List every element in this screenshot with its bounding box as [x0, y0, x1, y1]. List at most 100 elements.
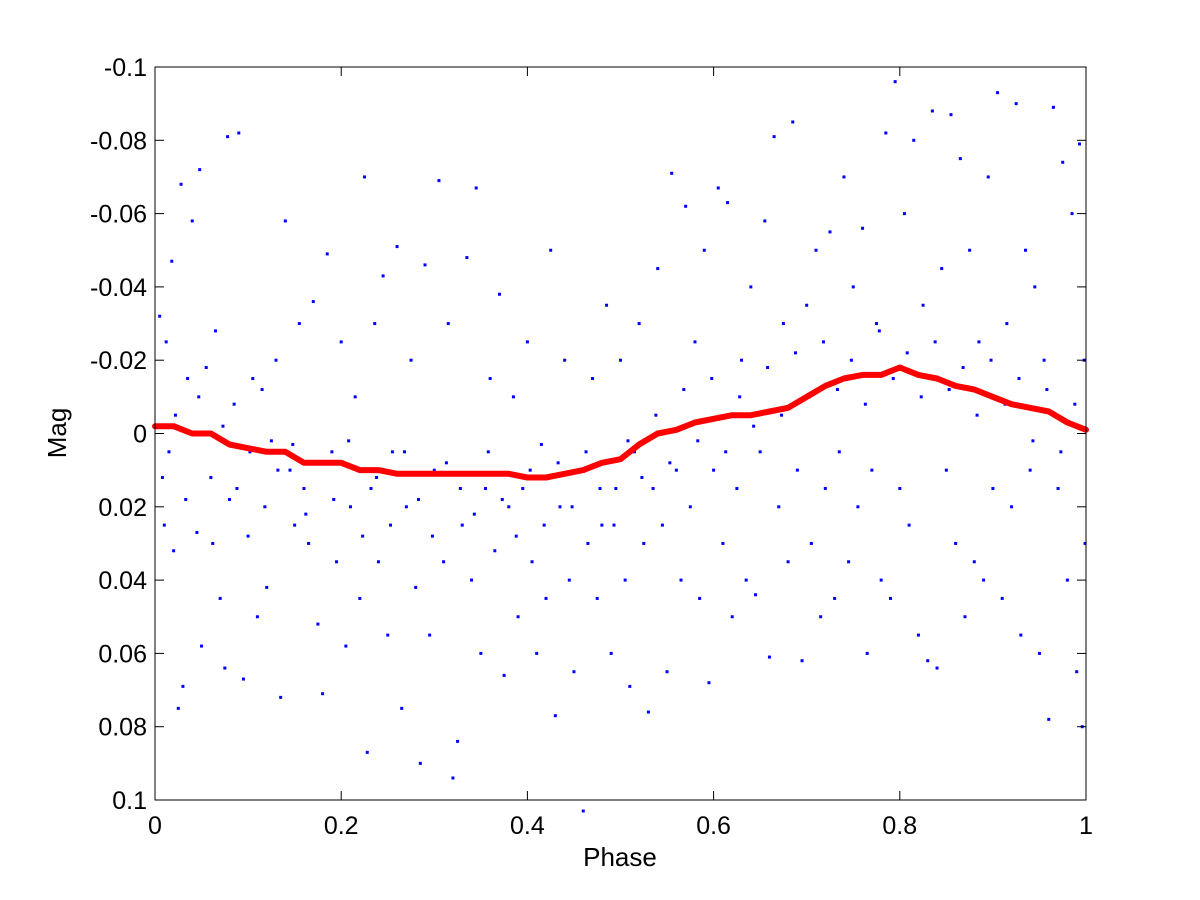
scatter-point	[335, 560, 339, 564]
scatter-point	[179, 182, 183, 186]
scatter-point	[530, 560, 534, 564]
scatter-point	[847, 560, 851, 564]
scatter-point	[235, 486, 239, 490]
scatter-point	[1014, 102, 1018, 106]
scatter-point	[612, 523, 616, 527]
scatter-point	[195, 530, 199, 534]
scatter-point	[176, 706, 180, 710]
scatter-point	[958, 157, 962, 161]
scatter-point	[1019, 633, 1023, 637]
scatter-point	[158, 314, 162, 318]
scatter-point	[160, 475, 164, 479]
scatter-point	[674, 468, 678, 472]
scatter-point	[173, 413, 177, 417]
scatter-point	[432, 468, 436, 472]
scatter-point	[1065, 578, 1069, 582]
y-tick-label: -0.06	[90, 201, 147, 229]
scatter-point	[381, 274, 385, 278]
scatter-point	[637, 322, 641, 326]
y-tick-label: 0.04	[98, 567, 147, 595]
y-axis-label: Mag	[42, 408, 72, 459]
scatter-point	[572, 670, 576, 674]
scatter-point	[437, 179, 441, 183]
scatter-point	[837, 450, 841, 454]
scatter-point	[884, 131, 888, 135]
scatter-point	[651, 486, 655, 490]
scatter-point	[781, 322, 785, 326]
scatter-point	[428, 633, 432, 637]
scatter-point	[823, 486, 827, 490]
scatter-point	[835, 388, 839, 392]
scatter-point	[679, 578, 683, 582]
scatter-point	[819, 615, 823, 619]
scatter-point	[926, 659, 930, 663]
scatter-point	[162, 523, 166, 527]
scatter-point	[1051, 105, 1055, 109]
scatter-point	[849, 358, 853, 362]
scatter-point	[190, 219, 194, 223]
scatter-point	[947, 388, 951, 392]
scatter-point	[595, 596, 599, 600]
scatter-point	[528, 468, 532, 472]
scatter-point	[353, 395, 357, 399]
scatter-point	[1023, 248, 1027, 252]
scatter-point	[805, 303, 809, 307]
y-tick-label: -0.1	[104, 54, 147, 82]
scatter-point	[486, 450, 490, 454]
scatter-point	[521, 486, 525, 490]
scatter-point	[456, 739, 460, 743]
scatter-point	[553, 714, 557, 718]
scatter-point	[712, 468, 716, 472]
scatter-point	[349, 505, 353, 509]
scatter-point	[800, 659, 804, 663]
scatter-point	[269, 439, 273, 443]
scatter-point	[772, 135, 776, 139]
scatter-point	[291, 442, 295, 446]
scatter-point	[311, 300, 315, 304]
scatter-point	[721, 541, 725, 545]
y-tick-label: 0.08	[98, 714, 147, 742]
scatter-point	[726, 201, 730, 205]
x-tick-label: 0	[148, 812, 162, 840]
scatter-point	[197, 395, 201, 399]
scatter-point	[497, 292, 501, 296]
scatter-point	[389, 523, 393, 527]
scatter-point	[539, 442, 543, 446]
scatter-point	[451, 776, 455, 780]
scatter-point	[961, 366, 965, 370]
scatter-point	[276, 468, 280, 472]
scatter-point	[347, 439, 351, 443]
scatter-point	[170, 259, 174, 263]
scatter-point	[232, 402, 236, 406]
scatter-point	[986, 175, 990, 179]
scatter-point	[668, 461, 672, 465]
plot-background	[155, 67, 1086, 800]
scatter-point	[935, 666, 939, 670]
scatter-point	[316, 622, 320, 626]
y-tick-label: -0.04	[90, 274, 147, 302]
scatter-point	[954, 541, 958, 545]
scatter-point	[1059, 450, 1063, 454]
scatter-point	[609, 651, 613, 655]
scatter-point	[516, 615, 520, 619]
scatter-point	[605, 303, 609, 307]
scatter-point	[549, 248, 553, 252]
scatter-point	[933, 340, 937, 344]
scatter-point	[696, 439, 700, 443]
scatter-point	[458, 486, 462, 490]
scatter-point	[246, 534, 250, 538]
scatter-point	[654, 413, 658, 417]
scatter-point	[442, 560, 446, 564]
scatter-point	[730, 615, 734, 619]
scatter-point	[218, 596, 222, 600]
scatter-point	[330, 450, 334, 454]
scatter-point	[1017, 377, 1021, 381]
scatter-point	[898, 486, 902, 490]
scatter-point	[707, 681, 711, 685]
scatter-point	[293, 523, 297, 527]
scatter-point	[1033, 285, 1037, 289]
scatter-point	[386, 633, 390, 637]
scatter-point	[493, 549, 497, 553]
scatter-point	[198, 168, 202, 172]
scatter-point	[297, 322, 301, 326]
